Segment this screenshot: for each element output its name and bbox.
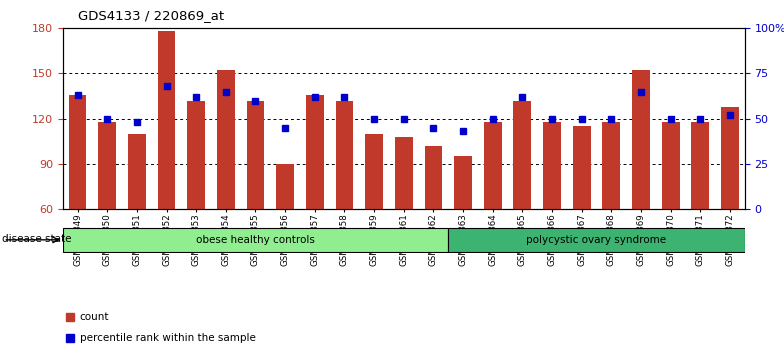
Bar [573, 126, 590, 209]
Text: polycystic ovary syndrome: polycystic ovary syndrome [527, 235, 666, 245]
Bar [721, 107, 739, 209]
Bar [187, 101, 205, 209]
Bar [662, 122, 680, 209]
Text: count: count [80, 312, 109, 322]
Text: disease state: disease state [2, 234, 71, 244]
Text: obese healthy controls: obese healthy controls [196, 235, 315, 245]
Bar [454, 156, 472, 209]
Bar [158, 32, 176, 209]
Bar [632, 70, 650, 209]
Bar [365, 134, 383, 209]
Bar [336, 101, 354, 209]
Bar [543, 122, 561, 209]
Bar [484, 122, 502, 209]
Bar [276, 164, 294, 209]
Bar [128, 134, 146, 209]
Bar [602, 122, 620, 209]
Bar [247, 101, 264, 209]
Bar [69, 95, 86, 209]
Bar [424, 146, 442, 209]
Text: percentile rank within the sample: percentile rank within the sample [80, 332, 256, 343]
Bar [448, 228, 745, 252]
Text: GDS4133 / 220869_at: GDS4133 / 220869_at [78, 9, 224, 22]
Bar [306, 95, 324, 209]
Bar [63, 228, 448, 252]
Bar [217, 70, 234, 209]
Bar [395, 137, 412, 209]
Bar [514, 101, 532, 209]
Bar [98, 122, 116, 209]
Bar [691, 122, 710, 209]
